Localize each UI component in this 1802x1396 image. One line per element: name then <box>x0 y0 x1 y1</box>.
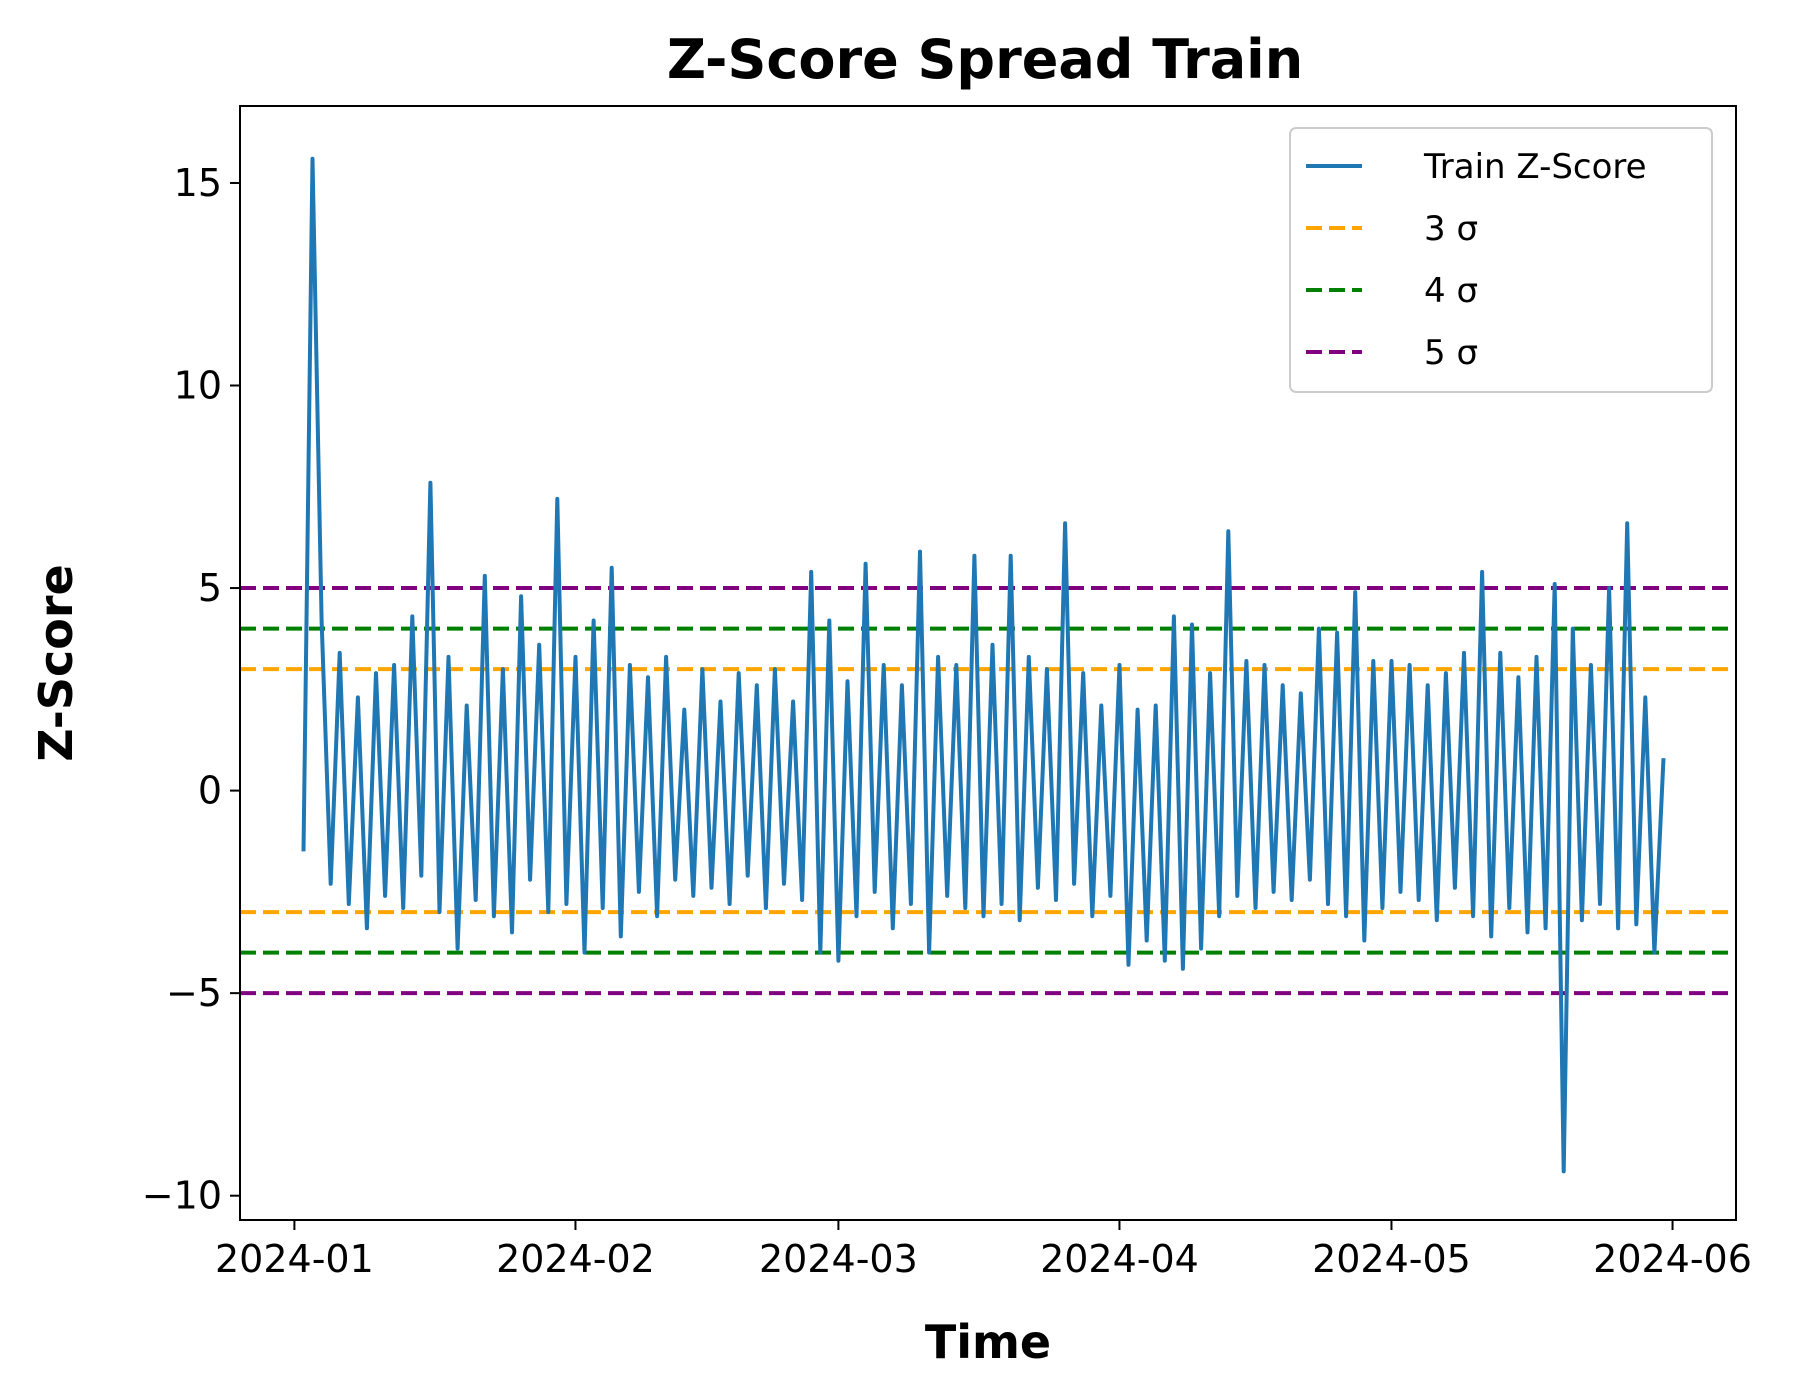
y-axis: 15 10 5 0 −5 −10 <box>142 161 240 1218</box>
plot-area <box>239 105 1737 1221</box>
threshold-lines <box>240 586 1736 996</box>
x-tick-label: 2024-01 <box>215 1237 374 1281</box>
legend-label: 3 σ <box>1424 209 1478 249</box>
legend-label: 4 σ <box>1424 271 1478 311</box>
x-axis-label: Time <box>925 1315 1051 1369</box>
x-tick-label: 2024-03 <box>759 1237 918 1281</box>
y-tick-label: 10 <box>174 364 222 408</box>
y-axis-label: Z-Score <box>29 564 83 762</box>
legend-box <box>1289 127 1713 393</box>
x-tick-label: 2024-04 <box>1040 1237 1199 1281</box>
series-line-train-z-score <box>301 156 1666 1174</box>
x-tick-label: 2024-06 <box>1593 1237 1752 1281</box>
axes-frame <box>239 105 1737 1221</box>
chart-title: Z-Score Spread Train <box>667 28 1303 91</box>
y-tick-label: 5 <box>198 566 222 610</box>
y-tick-label: −10 <box>142 1174 222 1218</box>
y-tick-label: −5 <box>166 971 222 1015</box>
y-tick-label: 15 <box>174 161 222 205</box>
legend-label: 5 σ <box>1424 333 1478 373</box>
legend-label: Train Z-Score <box>1423 147 1647 187</box>
x-axis: 2024-01 2024-02 2024-03 2024-04 2024-05 2024-… <box>215 1220 1752 1281</box>
y-tick-label: 0 <box>198 769 222 813</box>
legend: Train Z-Score 3 σ 4 σ 5 σ <box>1289 127 1713 393</box>
x-tick-label: 2024-05 <box>1312 1237 1471 1281</box>
series-lines <box>301 156 1666 1174</box>
x-tick-label: 2024-02 <box>496 1237 655 1281</box>
